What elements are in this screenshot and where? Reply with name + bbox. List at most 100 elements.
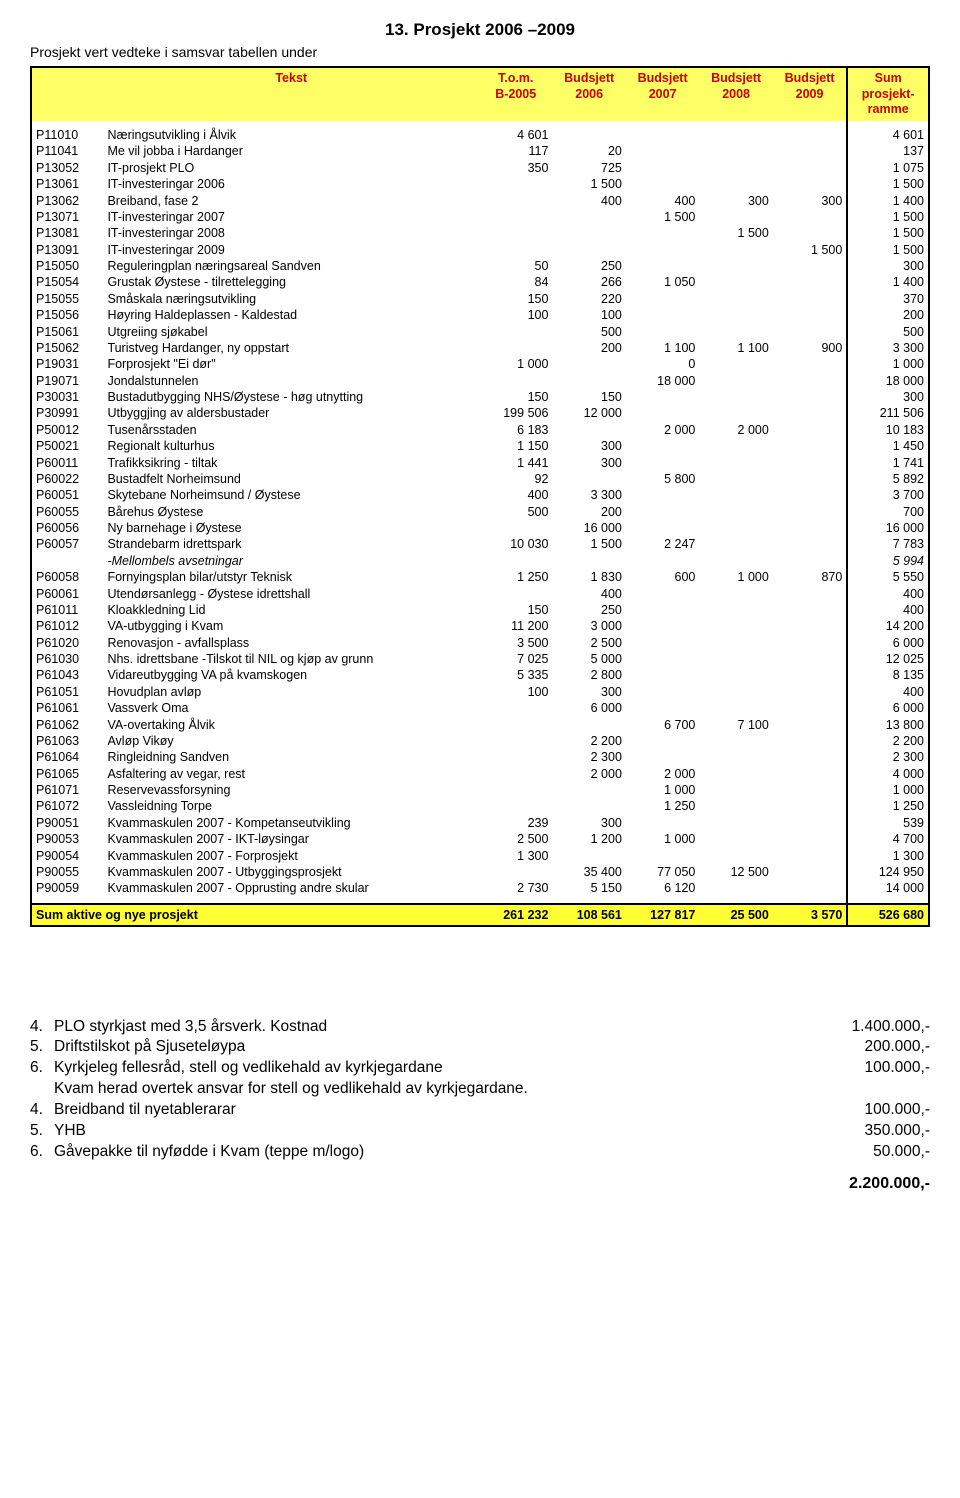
row-val: 0 <box>626 356 699 372</box>
row-val <box>773 454 847 470</box>
row-val <box>626 602 699 618</box>
header-b-year: 2006 <box>575 87 603 101</box>
row-val <box>626 242 699 258</box>
row-val <box>479 749 552 765</box>
row-val: 870 <box>773 569 847 585</box>
row-val: 5 000 <box>552 651 625 667</box>
row-val: 1 100 <box>699 340 772 356</box>
row-val <box>699 323 772 339</box>
row-val <box>626 176 699 192</box>
row-val <box>699 160 772 176</box>
row-val: 400 <box>847 602 929 618</box>
table-row: P50021Regionalt kulturhus1 1503001 450 <box>31 438 929 454</box>
row-val <box>699 815 772 831</box>
row-val: 3 700 <box>847 487 929 503</box>
row-val <box>773 635 847 651</box>
row-val <box>699 667 772 683</box>
row-desc: Kvammaskulen 2007 - Forprosjekt <box>103 847 479 863</box>
row-val: 6 120 <box>626 880 699 896</box>
row-desc: Strandebarm idrettspark <box>103 536 479 552</box>
row-desc: IT-investeringar 2007 <box>103 209 479 225</box>
row-val: 500 <box>479 504 552 520</box>
row-desc: Bustadutbygging NHS/Øystese - høg utnytt… <box>103 389 479 405</box>
row-desc: Reservevassforsyning <box>103 782 479 798</box>
row-desc: Me vil jobba i Hardanger <box>103 143 479 159</box>
row-desc: Kloakkledning Lid <box>103 602 479 618</box>
row-val <box>699 356 772 372</box>
table-row: P60061Utendørsanlegg - Øystese idrettsha… <box>31 585 929 601</box>
row-code: P15056 <box>31 307 103 323</box>
row-val <box>699 847 772 863</box>
row-val <box>479 373 552 389</box>
row-val: 211 506 <box>847 405 929 421</box>
bottom-item-number: 4. <box>30 1100 54 1121</box>
row-val <box>773 847 847 863</box>
table-row: P11041Me vil jobba i Hardanger11720137 <box>31 143 929 159</box>
row-val <box>773 356 847 372</box>
header-b-year: 2008 <box>722 87 750 101</box>
row-val <box>699 242 772 258</box>
row-val <box>626 749 699 765</box>
table-row: P60056Ny barnehage i Øystese16 00016 000 <box>31 520 929 536</box>
row-desc: Breiband, fase 2 <box>103 192 479 208</box>
bottom-item-text: Kvam herad overtek ansvar for stell og v… <box>54 1079 528 1100</box>
table-row: P60051Skytebane Norheimsund / Øystese400… <box>31 487 929 503</box>
row-val: 4 601 <box>847 127 929 143</box>
row-code: P90053 <box>31 831 103 847</box>
header-b-year: 2007 <box>649 87 677 101</box>
row-val: 300 <box>552 815 625 831</box>
row-val <box>626 815 699 831</box>
row-val <box>773 438 847 454</box>
row-val <box>699 782 772 798</box>
row-code: P13071 <box>31 209 103 225</box>
row-val <box>552 242 625 258</box>
row-code: P90054 <box>31 847 103 863</box>
row-val: 1 300 <box>847 847 929 863</box>
bottom-item-text: Kyrkjeleg fellesråd, stell og vedlikehal… <box>54 1058 443 1079</box>
row-val <box>552 716 625 732</box>
row-desc: Høyring Haldeplassen - Kaldestad <box>103 307 479 323</box>
row-val <box>699 880 772 896</box>
row-desc: Avløp Vikøy <box>103 733 479 749</box>
row-val: 1 200 <box>552 831 625 847</box>
table-row: P15050Reguleringplan næringsareal Sandve… <box>31 258 929 274</box>
row-val <box>773 880 847 896</box>
row-val <box>773 323 847 339</box>
row-val <box>626 225 699 241</box>
row-val: 300 <box>847 258 929 274</box>
row-val: 1 150 <box>479 438 552 454</box>
table-row: P90059Kvammaskulen 2007 - Opprusting and… <box>31 880 929 896</box>
table-row: P61012VA-utbygging i Kvam11 2003 00014 2… <box>31 618 929 634</box>
table-row: P15062Turistveg Hardanger, ny oppstart20… <box>31 340 929 356</box>
grand-total: 2.200.000,- <box>30 1175 930 1193</box>
row-val: 3 300 <box>552 487 625 503</box>
row-val <box>626 487 699 503</box>
row-val <box>479 225 552 241</box>
row-val <box>479 176 552 192</box>
table-row: P90053Kvammaskulen 2007 - IKT-løysingar2… <box>31 831 929 847</box>
row-val <box>773 504 847 520</box>
row-val: 8 135 <box>847 667 929 683</box>
row-val <box>699 536 772 552</box>
table-row: P15056Høyring Haldeplassen - Kaldestad10… <box>31 307 929 323</box>
row-val: 600 <box>626 569 699 585</box>
row-desc: Nhs. idrettsbane -Tilskot til NIL og kjø… <box>103 651 479 667</box>
table-row: P11010Næringsutvikling i Ålvik4 6014 601 <box>31 127 929 143</box>
table-row: P13071IT-investeringar 20071 5001 500 <box>31 209 929 225</box>
table-row: P15055Småskala næringsutvikling150220370 <box>31 291 929 307</box>
row-val: 2 300 <box>847 749 929 765</box>
bottom-item: 5.YHB350.000,- <box>30 1121 930 1142</box>
row-code: P60055 <box>31 504 103 520</box>
row-val: 1 250 <box>847 798 929 814</box>
row-desc: -Mellombels avsetningar <box>103 553 479 569</box>
row-val <box>552 422 625 438</box>
row-val: 4 601 <box>479 127 552 143</box>
row-val <box>699 684 772 700</box>
row-code: P61065 <box>31 766 103 782</box>
row-val <box>699 618 772 634</box>
row-val <box>699 373 772 389</box>
row-val: 124 950 <box>847 864 929 880</box>
row-val: 1 250 <box>479 569 552 585</box>
row-val: 2 000 <box>626 766 699 782</box>
row-val <box>773 782 847 798</box>
